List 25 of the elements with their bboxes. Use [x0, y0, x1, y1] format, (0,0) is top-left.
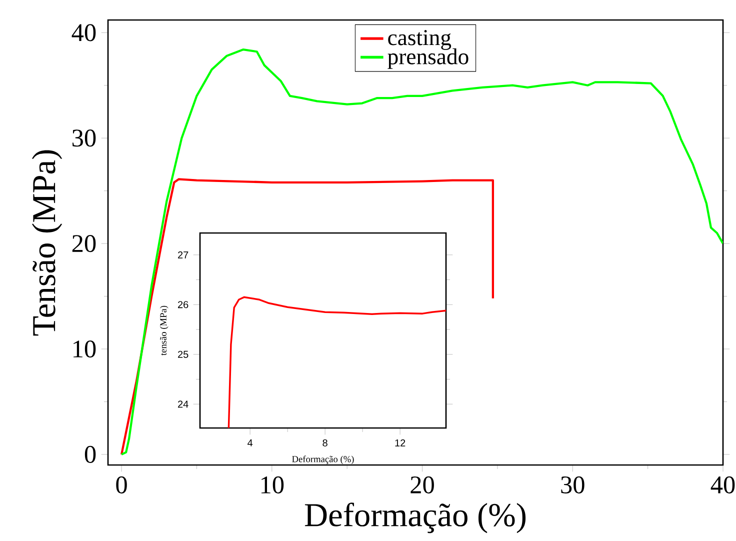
- y-axis-title: tensão (MPa): [160, 306, 168, 356]
- line-series: [120, 178, 494, 456]
- x-tick-label: 8: [322, 439, 328, 446]
- legend-label: prensado: [388, 48, 468, 69]
- y-tick-label: 26: [178, 301, 188, 308]
- y-tick-label: 20: [72, 235, 96, 252]
- y-tick-label: 40: [72, 24, 96, 42]
- x-tick-label: 12: [395, 439, 406, 446]
- y-tick-label: 27: [178, 251, 188, 258]
- x-tick-label: 0: [116, 476, 127, 494]
- y-tick-label: 10: [74, 340, 96, 358]
- x-axis-title: Deformação (%): [292, 456, 354, 464]
- x-tick-label: 10: [261, 476, 284, 494]
- y-axis-title: Tensão (MPa): [32, 150, 62, 336]
- line-series: [120, 48, 723, 456]
- x-tick-label: 30: [561, 476, 584, 494]
- x-tick-label: 40: [710, 476, 735, 494]
- y-tick-label: 25: [178, 350, 188, 358]
- x-tick-label: 20: [410, 476, 434, 494]
- legend-label: casting: [388, 30, 452, 50]
- y-tick-label: 30: [72, 130, 96, 147]
- x-tick-label: 4: [248, 439, 253, 446]
- line-series: [228, 296, 446, 428]
- x-axis-title: Deformação (%): [304, 502, 526, 534]
- y-tick-label: 24: [178, 400, 188, 408]
